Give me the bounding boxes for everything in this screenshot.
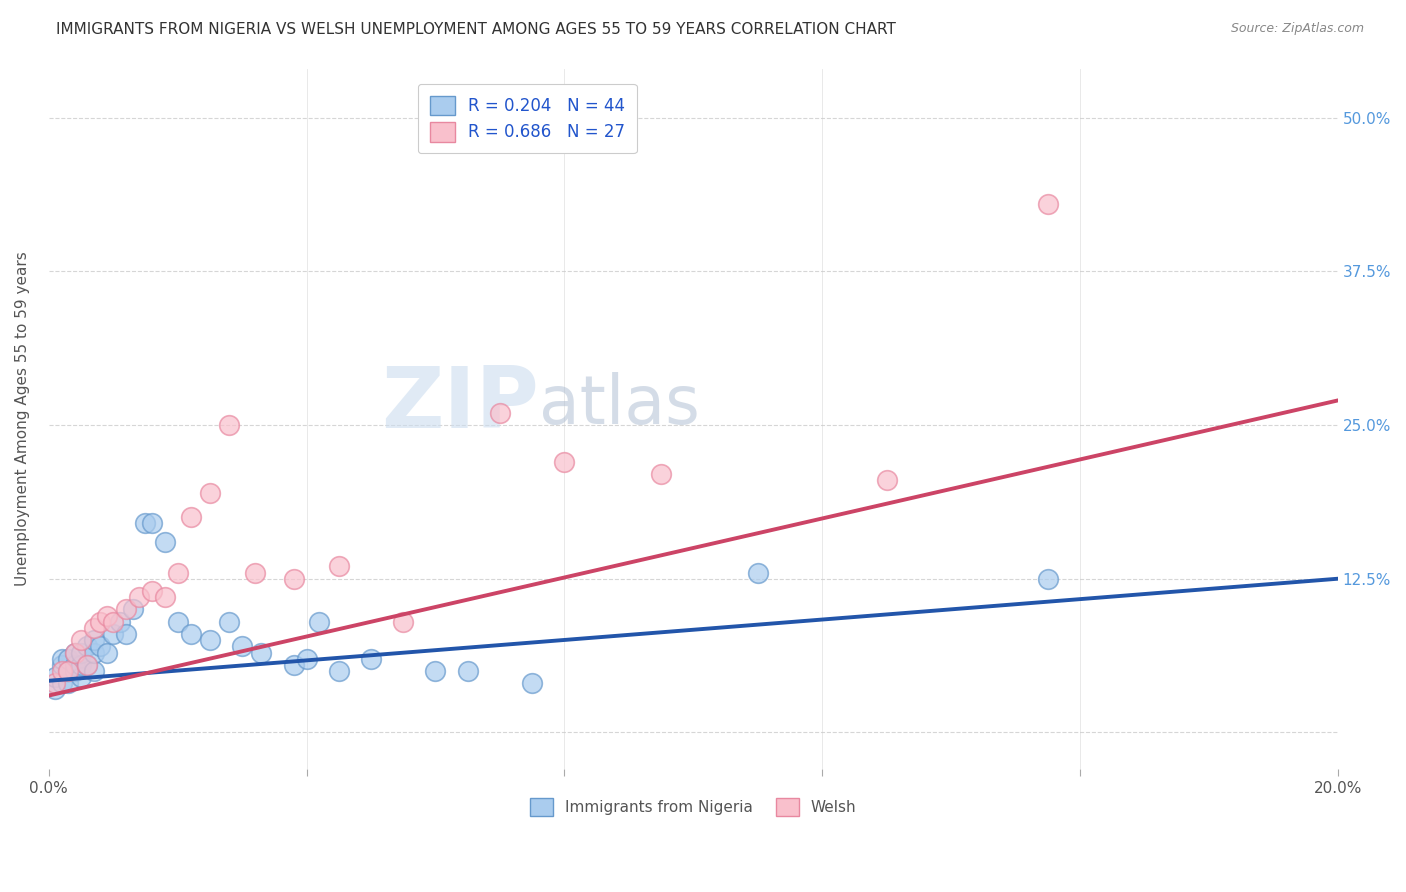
Point [328,664,350,678]
Point [489,406,512,420]
Point [83,646,105,660]
Point [70,657,93,672]
Point [63,646,86,660]
Point [83,621,105,635]
Point [218,418,240,433]
Point [250,646,273,660]
Point [96,646,118,660]
Point [108,615,131,629]
Point [876,474,898,488]
Point [283,657,305,672]
Text: ZIP: ZIP [381,363,538,446]
Point [166,566,188,580]
Point [141,584,163,599]
Point [76,657,98,672]
Point [425,664,447,678]
Point [103,615,125,629]
Point [115,602,138,616]
Point [76,657,98,672]
Point [96,608,118,623]
Point [128,590,150,604]
Point [44,682,66,697]
Point [392,615,415,629]
Point [198,633,221,648]
Text: atlas: atlas [538,372,699,438]
Point [51,664,73,678]
Point [153,534,176,549]
Point [166,615,188,629]
Point [70,670,93,684]
Point [141,516,163,531]
Point [231,640,253,654]
Point [520,676,543,690]
Point [51,676,73,690]
Point [83,664,105,678]
Point [63,657,86,672]
Point [63,664,86,678]
Point [121,602,143,616]
Point [295,651,318,665]
Point [56,651,79,665]
Point [1036,196,1059,211]
Point [51,657,73,672]
Point [134,516,156,531]
Point [103,627,125,641]
Point [51,651,73,665]
Point [89,640,111,654]
Point [89,615,111,629]
Point [153,590,176,604]
Point [56,676,79,690]
Point [1036,572,1059,586]
Point [56,664,79,678]
Y-axis label: Unemployment Among Ages 55 to 59 years: Unemployment Among Ages 55 to 59 years [15,252,30,586]
Point [63,646,86,660]
Point [198,485,221,500]
Point [747,566,769,580]
Point [283,572,305,586]
Point [83,633,105,648]
Point [218,615,240,629]
Point [76,640,98,654]
Point [457,664,479,678]
Legend: Immigrants from Nigeria, Welsh: Immigrants from Nigeria, Welsh [520,789,866,825]
Point [44,676,66,690]
Point [243,566,266,580]
Point [70,633,93,648]
Point [44,670,66,684]
Point [360,651,382,665]
Point [70,646,93,660]
Point [308,615,330,629]
Text: IMMIGRANTS FROM NIGERIA VS WELSH UNEMPLOYMENT AMONG AGES 55 TO 59 YEARS CORRELAT: IMMIGRANTS FROM NIGERIA VS WELSH UNEMPLO… [56,22,896,37]
Point [115,627,138,641]
Point [650,467,672,482]
Text: Source: ZipAtlas.com: Source: ZipAtlas.com [1230,22,1364,36]
Point [56,664,79,678]
Point [553,455,575,469]
Point [180,510,202,524]
Point [180,627,202,641]
Point [328,559,350,574]
